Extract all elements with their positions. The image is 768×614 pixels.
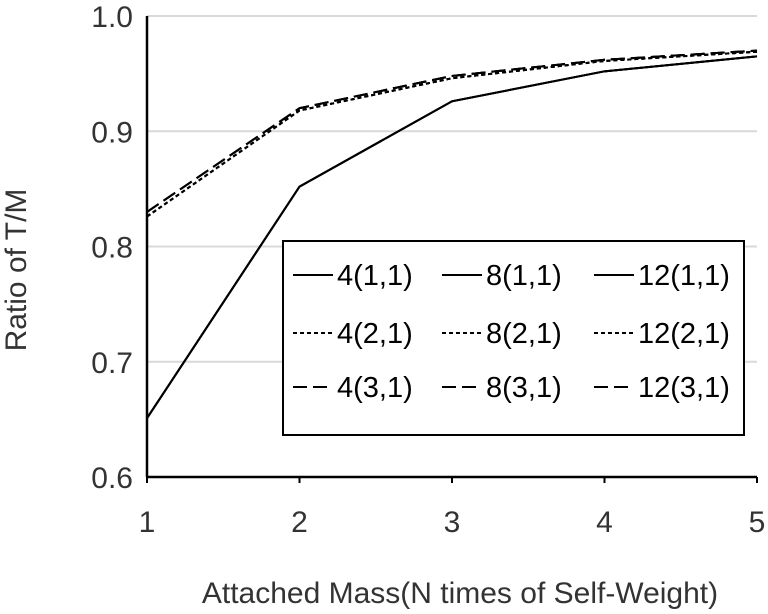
legend-label: 8(3,1)	[486, 372, 562, 404]
series-line-12(1,1)	[146, 55, 758, 419]
axes	[145, 16, 758, 483]
x-tick-label: 4	[596, 506, 613, 539]
legend-label: 8(1,1)	[486, 260, 562, 292]
legend: 4(1,1) 8(1,1) 12(1,1) 4(2,1) 8(2,1) 12(2,1) 4(…	[282, 240, 745, 436]
series-line-12(2,1)	[146, 50, 758, 218]
legend-box	[282, 240, 745, 436]
y-tick-label: 0.9	[91, 116, 133, 149]
legend-label: 4(3,1)	[337, 372, 413, 404]
y-axis-title: Ratio of T/M	[0, 189, 33, 352]
y-tick-label: 0.7	[91, 347, 133, 380]
legend-label: 12(2,1)	[638, 318, 730, 350]
series-line-12(3,1)	[146, 49, 758, 213]
x-tick-label: 2	[291, 506, 308, 539]
legend-label: 12(3,1)	[638, 372, 730, 404]
x-tick-label: 3	[444, 506, 461, 539]
x-tick-label: 1	[139, 506, 156, 539]
y-tick-label: 0.6	[91, 462, 133, 495]
legend-label: 4(1,1)	[337, 260, 413, 292]
series-lines	[146, 49, 758, 419]
y-tick-label: 0.8	[91, 232, 133, 265]
x-tick-label: 5	[749, 506, 766, 539]
legend-label: 4(2,1)	[337, 318, 413, 350]
legend-label: 12(1,1)	[638, 260, 730, 292]
y-tick-label: 1.0	[91, 1, 133, 34]
tick-labels: 0.6 0.7 0.8 0.9 1.0 1 2 3 4 5	[91, 1, 765, 539]
legend-label: 8(2,1)	[486, 318, 562, 350]
x-axis-title: Attached Mass(N times of Self-Weight)	[202, 577, 718, 610]
